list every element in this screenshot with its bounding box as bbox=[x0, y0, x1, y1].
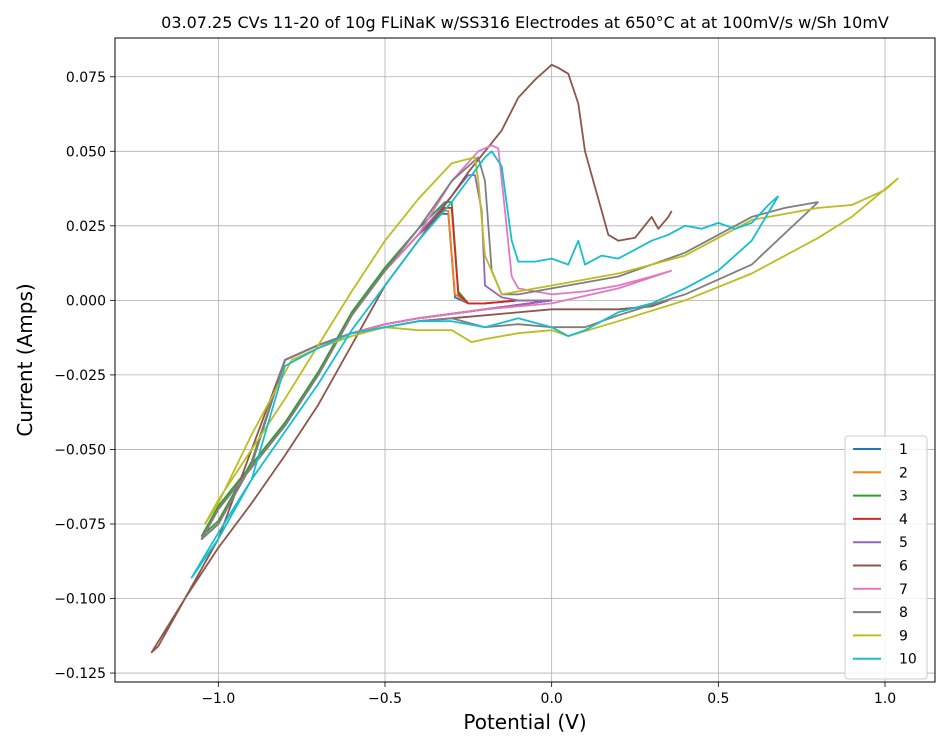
x-tick-label: 0.5 bbox=[707, 691, 729, 707]
series-line-4 bbox=[200, 206, 552, 540]
y-tick-label: 0.025 bbox=[66, 219, 106, 235]
legend-label: 3 bbox=[899, 489, 908, 505]
series-line-9 bbox=[204, 156, 899, 525]
series-line-8 bbox=[200, 156, 819, 540]
x-tick-label: −0.5 bbox=[368, 691, 402, 707]
legend: 1 2 3 4 5 6 7 8 9 10 bbox=[844, 435, 928, 680]
y-tick-label: 0.000 bbox=[66, 293, 106, 309]
legend-label: 7 bbox=[899, 582, 908, 598]
series-line-10 bbox=[190, 150, 780, 579]
series-line-5 bbox=[200, 174, 552, 540]
x-tick-label: −1.0 bbox=[201, 691, 235, 707]
x-tick-label: 0.0 bbox=[541, 691, 563, 707]
series-line-1 bbox=[200, 212, 552, 540]
legend-label: 6 bbox=[899, 559, 908, 575]
x-axis-label: Potential (V) bbox=[463, 710, 586, 734]
legend-label: 2 bbox=[899, 465, 908, 481]
legend-label: 4 bbox=[899, 512, 908, 528]
chart-title: 03.07.25 CVs 11-20 of 10g FLiNaK w/SS316… bbox=[161, 13, 889, 32]
legend-label: 9 bbox=[899, 628, 908, 644]
y-axis-label: Current (Amps) bbox=[13, 283, 37, 436]
legend-label: 1 bbox=[899, 442, 908, 458]
y-tick-label: −0.075 bbox=[54, 517, 106, 533]
legend-box bbox=[844, 435, 928, 680]
series-line-6 bbox=[150, 63, 673, 654]
series-line-7 bbox=[200, 144, 672, 540]
y-axis-ticks: −0.125 −0.100 −0.075 −0.050 −0.025 0.000 0.025… bbox=[54, 70, 115, 682]
plot-lines bbox=[150, 63, 899, 654]
y-tick-label: −0.025 bbox=[54, 368, 106, 384]
x-tick-label: 1.0 bbox=[874, 691, 896, 707]
y-tick-label: −0.100 bbox=[54, 592, 106, 608]
y-tick-label: 0.075 bbox=[66, 70, 106, 86]
y-tick-label: 0.050 bbox=[66, 144, 106, 160]
legend-label: 8 bbox=[899, 605, 908, 621]
legend-label: 10 bbox=[899, 652, 917, 668]
y-tick-label: −0.125 bbox=[54, 666, 106, 682]
x-axis-ticks: −1.0 −0.5 0.0 0.5 1.0 bbox=[201, 682, 896, 707]
plot-frame bbox=[114, 37, 936, 683]
legend-label: 5 bbox=[899, 535, 908, 551]
y-tick-label: −0.050 bbox=[54, 442, 106, 458]
grid bbox=[115, 38, 935, 682]
